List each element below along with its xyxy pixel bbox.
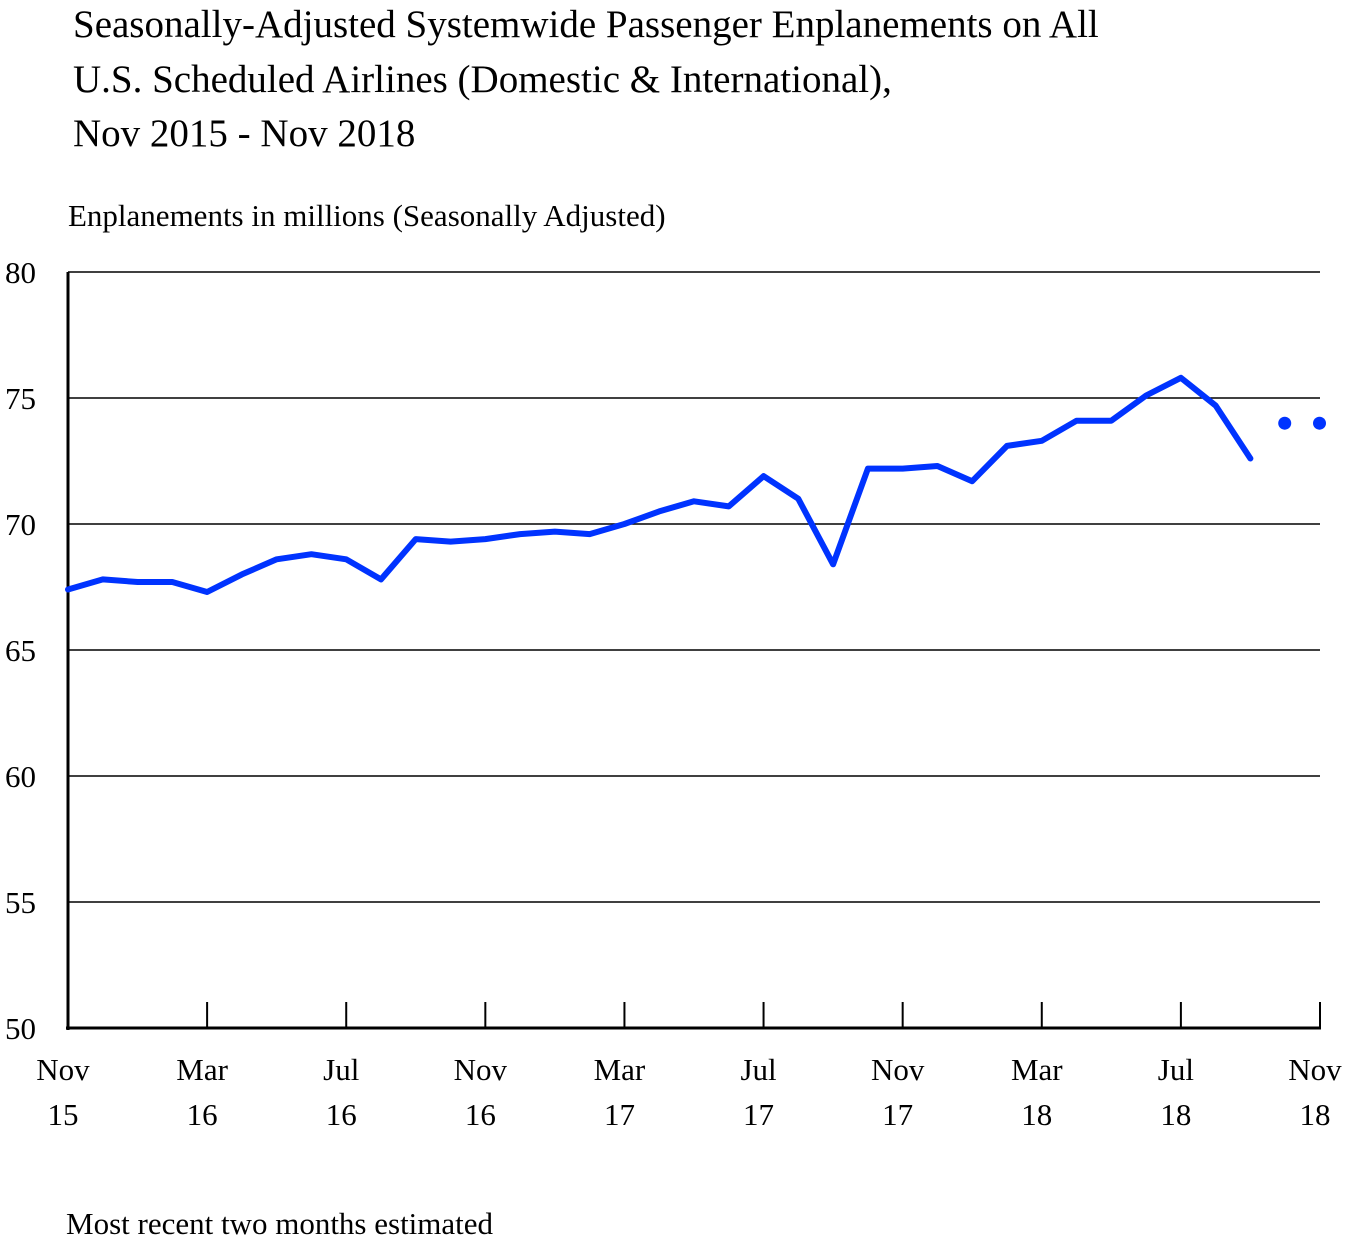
x-tick-label-year-6: 17 <box>882 1097 913 1132</box>
x-tick-label-year-8: 18 <box>1160 1097 1191 1132</box>
x-tick-label-month-2: Jul <box>323 1052 359 1087</box>
x-tick-label-year-9: 18 <box>1300 1097 1331 1132</box>
chart-title-line-3: Nov 2015 - Nov 2018 <box>73 112 416 155</box>
y-tick-label-80: 80 <box>5 255 36 290</box>
x-tick-label-month-3: Nov <box>454 1052 508 1087</box>
x-tick-label-month-9: Nov <box>1288 1052 1342 1087</box>
tick-labels: 50 55 60 65 70 75 80 Nov 15 Mar 16 Jul 16 Nov 16 Mar 17 J… <box>5 255 1342 1132</box>
x-tick-label-year-4: 17 <box>604 1097 635 1132</box>
data-series <box>65 374 1326 595</box>
footnote: Most recent two months estimated <box>66 1206 494 1241</box>
x-tick-label-year-1: 16 <box>187 1097 218 1132</box>
y-axis-label: Enplanements in millions (Seasonally Adj… <box>68 198 666 233</box>
x-tick-label-month-6: Nov <box>871 1052 925 1087</box>
x-tick-label-year-3: 16 <box>465 1097 496 1132</box>
x-tick-label-year-2: 16 <box>326 1097 357 1132</box>
estimated-point-oct-18 <box>1278 416 1292 430</box>
x-tick-label-month-0: Nov <box>36 1052 90 1087</box>
x-tick-label-month-4: Mar <box>594 1052 646 1087</box>
x-tick-label-year-5: 17 <box>743 1097 774 1132</box>
grid-lines <box>68 271 1320 903</box>
chart-title-line-1: Seasonally-Adjusted Systemwide Passenger… <box>73 3 1099 46</box>
series-line-enplanements <box>65 374 1254 595</box>
chart-title-line-2: U.S. Scheduled Airlines (Domestic & Inte… <box>73 58 892 101</box>
x-tick-label-month-8: Jul <box>1158 1052 1194 1087</box>
x-tick-label-month-1: Mar <box>176 1052 228 1087</box>
y-tick-label-60: 60 <box>5 759 36 794</box>
axes <box>66 272 1321 1030</box>
y-tick-label-55: 55 <box>5 885 36 920</box>
y-tick-label-75: 75 <box>5 381 36 416</box>
y-tick-label-65: 65 <box>5 633 36 668</box>
x-tick-label-year-7: 18 <box>1021 1097 1052 1132</box>
x-tick-label-month-5: Jul <box>740 1052 776 1087</box>
estimated-point-nov-18 <box>1313 416 1326 430</box>
x-tick-label-month-7: Mar <box>1011 1052 1063 1087</box>
y-tick-label-70: 70 <box>5 507 36 542</box>
x-tick-label-year-0: 15 <box>48 1097 79 1132</box>
y-tick-label-50: 50 <box>5 1011 36 1046</box>
